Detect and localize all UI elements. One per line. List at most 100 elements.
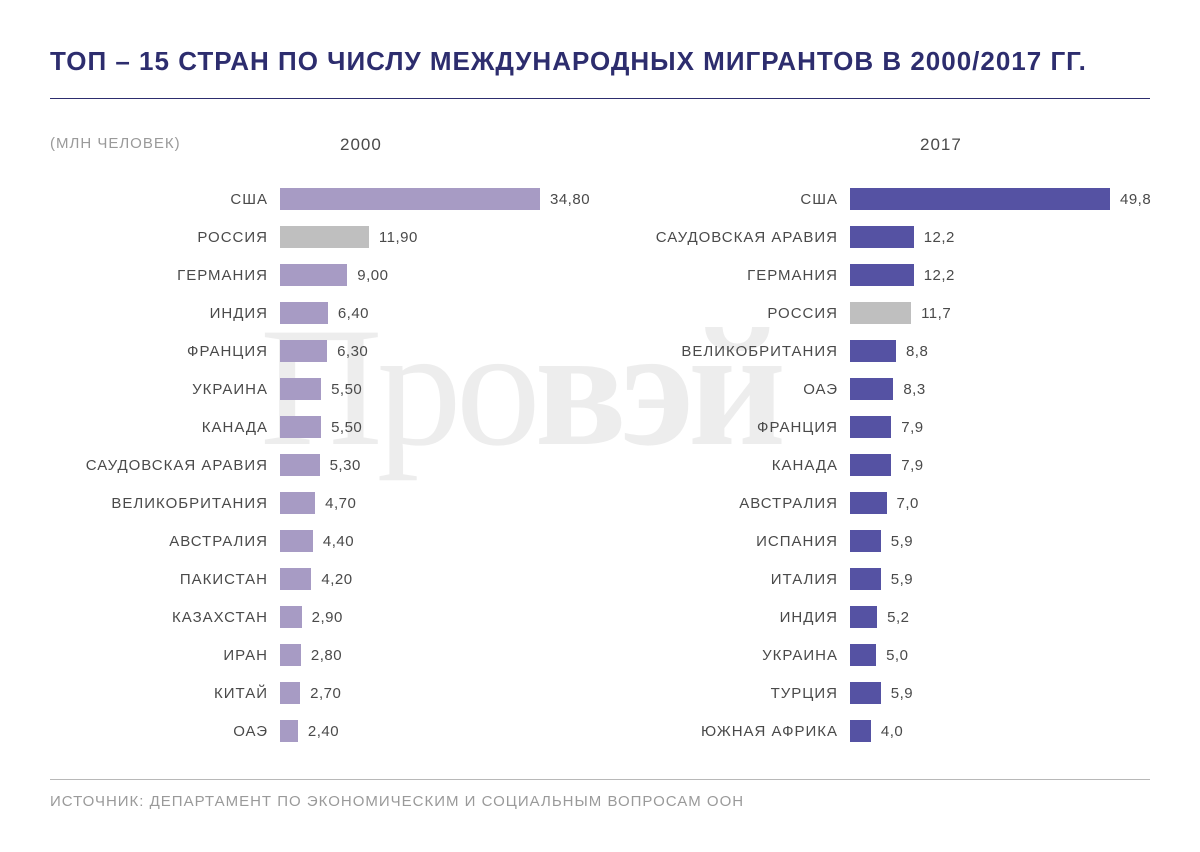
bar-row: ИТАЛИЯ 5,9	[620, 560, 1180, 598]
bar	[280, 454, 320, 476]
bar-value: 11,90	[369, 229, 418, 246]
bar-label: КАЗАХСТАН	[50, 609, 280, 626]
bar-value: 4,20	[311, 571, 352, 588]
bar-label: ИНДИЯ	[50, 305, 280, 322]
bar-row: ГЕРМАНИЯ12,2	[620, 256, 1180, 294]
bar-label: ГЕРМАНИЯ	[50, 267, 280, 284]
bar-label: АВСТРАЛИЯ	[50, 533, 280, 550]
bar-row: ФРАНЦИЯ 7,9	[620, 408, 1180, 446]
bar-row: КАНАДА 7,9	[620, 446, 1180, 484]
bar	[280, 340, 327, 362]
bar-label: АВСТРАЛИЯ	[620, 495, 850, 512]
bar-value: 2,80	[301, 647, 342, 664]
bar-value: 12,2	[914, 229, 955, 246]
bar-label: КАНАДА	[620, 457, 850, 474]
bar-value: 5,9	[881, 533, 913, 550]
bar-value: 12,2	[914, 267, 955, 284]
bar-row: КАНАДА5,50	[50, 408, 610, 446]
bar-row: КИТАЙ2,70	[50, 674, 610, 712]
bar-row: ИРАН 2,80	[50, 636, 610, 674]
bar-row: ПАКИСТАН 4,20	[50, 560, 610, 598]
bar-row: ТУРЦИЯ5,9	[620, 674, 1180, 712]
bar-row: ОАЭ 2,40	[50, 712, 610, 750]
bar	[280, 530, 313, 552]
bar-label: САУДОВСКАЯ АРАВИЯ	[50, 457, 280, 474]
bar-row: РОССИЯ 11,90	[50, 218, 610, 256]
bar-row: САУДОВСКАЯ АРАВИЯ 12,2	[620, 218, 1180, 256]
bar-row: ГЕРМАНИЯ 9,00	[50, 256, 610, 294]
bar	[280, 188, 540, 210]
bar-value: 9,00	[347, 267, 388, 284]
bar-value: 6,40	[328, 305, 369, 322]
bar-row: САУДОВСКАЯ АРАВИЯ 5,30	[50, 446, 610, 484]
bar-value: 4,70	[315, 495, 356, 512]
bar-value: 5,9	[881, 571, 913, 588]
bar-label: ИРАН	[50, 647, 280, 664]
unit-label: (МЛН ЧЕЛОВЕК)	[50, 135, 181, 152]
bar-label: США	[620, 191, 850, 208]
bar	[850, 226, 914, 248]
bar-label: ФРАНЦИЯ	[50, 343, 280, 360]
bar	[280, 302, 328, 324]
bar	[280, 644, 301, 666]
bar	[850, 264, 914, 286]
bar-row: ВЕЛИКОБРИТАНИЯ4,70	[50, 484, 610, 522]
bar	[280, 720, 298, 742]
footer-divider	[50, 779, 1150, 780]
bar-label: ИТАЛИЯ	[620, 571, 850, 588]
bar-row: ИСПАНИЯ 5,9	[620, 522, 1180, 560]
bar-label: ИСПАНИЯ	[620, 533, 850, 550]
bar-row: КАЗАХСТАН 2,90	[50, 598, 610, 636]
bar-value: 2,90	[302, 609, 343, 626]
bar-value: 4,40	[313, 533, 354, 550]
bar-value: 6,30	[327, 343, 368, 360]
bar-value: 34,80	[540, 191, 590, 208]
bar-value: 5,2	[877, 609, 909, 626]
bar-row: США49,8	[620, 180, 1180, 218]
bar	[280, 606, 302, 628]
bar-row: ИНДИЯ 6,40	[50, 294, 610, 332]
bar-label: ИНДИЯ	[620, 609, 850, 626]
bar-value: 5,30	[320, 457, 361, 474]
bar-value: 2,70	[300, 685, 341, 702]
bar-value: 7,9	[891, 419, 923, 436]
bar	[850, 568, 881, 590]
bar-label: ФРАНЦИЯ	[620, 419, 850, 436]
chart-2000: США 34,80 РОССИЯ 11,90 ГЕРМАНИЯ 9,00 ИНДИЯ 6,40…	[50, 180, 610, 750]
bar-value: 5,50	[321, 381, 362, 398]
bar-label: ОАЭ	[620, 381, 850, 398]
bar-value: 8,8	[896, 343, 928, 360]
bar	[850, 302, 911, 324]
bar-row: ВЕЛИКОБРИТАНИЯ 8,8	[620, 332, 1180, 370]
bar-value: 7,9	[891, 457, 923, 474]
bar-label: ОАЭ	[50, 723, 280, 740]
bar-label: США	[50, 191, 280, 208]
bar	[280, 416, 321, 438]
bar-value: 5,0	[876, 647, 908, 664]
chart-2017: США49,8САУДОВСКАЯ АРАВИЯ12,2ГЕРМАНИЯ12,2…	[620, 180, 1180, 750]
bar-label: РОССИЯ	[50, 229, 280, 246]
bar	[850, 606, 877, 628]
bar-label: ПАКИСТАН	[50, 571, 280, 588]
bar	[850, 530, 881, 552]
bar	[280, 378, 321, 400]
bar	[850, 682, 881, 704]
bar-value: 11,7	[911, 305, 951, 322]
bar-label: ВЕЛИКОБРИТАНИЯ	[620, 343, 850, 360]
bar-label: ЮЖНАЯ АФРИКА	[620, 723, 850, 740]
page-title: ТОП – 15 СТРАН ПО ЧИСЛУ МЕЖДУНАРОДНЫХ МИ…	[50, 46, 1087, 77]
bar	[850, 340, 896, 362]
bar-row: УКРАИНА 5,0	[620, 636, 1180, 674]
bar-value: 2,40	[298, 723, 339, 740]
bar-label: УКРАИНА	[620, 647, 850, 664]
bar-value: 4,0	[871, 723, 903, 740]
bar	[850, 416, 891, 438]
bar-row: УКРАИНА 5,50	[50, 370, 610, 408]
bar	[280, 264, 347, 286]
bar-label: САУДОВСКАЯ АРАВИЯ	[620, 229, 850, 246]
column-header-2000: 2000	[340, 135, 382, 155]
bar-value: 5,50	[321, 419, 362, 436]
bar-label: УКРАИНА	[50, 381, 280, 398]
bar-row: ОАЭ8,3	[620, 370, 1180, 408]
bar	[850, 454, 891, 476]
